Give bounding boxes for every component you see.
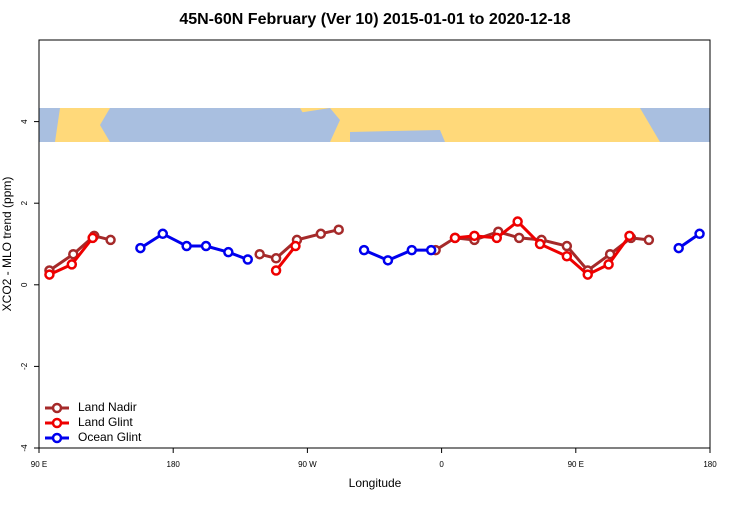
data-point <box>44 269 55 280</box>
data-point <box>242 254 254 265</box>
data-point <box>105 234 116 246</box>
data-point <box>406 244 418 256</box>
data-point <box>673 242 684 254</box>
chart-title: 45N-60N February (Ver 10) 2015-01-01 to … <box>179 11 570 28</box>
x-tick-label: 90 E <box>568 460 584 469</box>
data-point <box>270 265 282 276</box>
legend-marker <box>51 417 63 429</box>
x-tick-label: 90 W <box>298 460 317 469</box>
data-point <box>469 230 480 242</box>
map-ocean <box>350 130 445 142</box>
data-point <box>157 228 169 240</box>
y-tick-label: 0 <box>20 282 29 287</box>
data-point <box>624 230 635 242</box>
data-point <box>66 259 78 270</box>
data-point <box>200 240 212 252</box>
y-tick-label: 4 <box>20 119 29 124</box>
data-point <box>68 248 79 260</box>
map-strip <box>39 108 710 142</box>
y-tick-label: -2 <box>20 362 29 370</box>
data-point <box>270 253 282 264</box>
y-axis-label: XCO2 - MLO trend (ppm) <box>0 177 14 312</box>
data-point <box>254 248 265 260</box>
data-point <box>694 228 705 240</box>
data-point <box>358 244 370 256</box>
data-point <box>512 216 523 227</box>
data-point <box>582 269 593 280</box>
x-axis-label: Longitude <box>349 476 402 490</box>
map-ocean <box>640 108 710 142</box>
data-point <box>603 259 614 270</box>
y-tick-label: 2 <box>20 200 29 205</box>
data-point <box>135 242 146 254</box>
data-point <box>604 248 616 260</box>
data-point <box>382 255 394 266</box>
legend-label: Land Glint <box>78 415 133 429</box>
data-point <box>561 250 573 262</box>
data-point <box>87 232 98 244</box>
map-ocean <box>200 108 340 142</box>
data-point <box>315 228 327 240</box>
data-point <box>449 232 461 244</box>
x-tick-label: 0 <box>439 460 444 469</box>
plot-frame <box>38 39 711 449</box>
data-point <box>561 240 573 252</box>
data-point <box>491 232 503 244</box>
y-tick-label: -4 <box>20 444 29 452</box>
legend-label: Ocean Glint <box>78 430 142 444</box>
legend-marker <box>51 432 63 444</box>
data-point <box>513 232 525 244</box>
x-tick-label: 180 <box>167 460 181 469</box>
data-point <box>290 240 301 252</box>
data-point <box>425 244 437 256</box>
data-point <box>643 234 655 246</box>
x-tick-label: 180 <box>703 460 717 469</box>
x-tick-label: 90 E <box>31 460 47 469</box>
data-point <box>181 240 192 252</box>
data-point <box>534 238 546 250</box>
data-point <box>223 246 234 258</box>
legend-label: Land Nadir <box>78 400 137 414</box>
data-point <box>333 224 344 235</box>
map-ocean <box>39 108 60 142</box>
legend-marker <box>51 402 63 414</box>
